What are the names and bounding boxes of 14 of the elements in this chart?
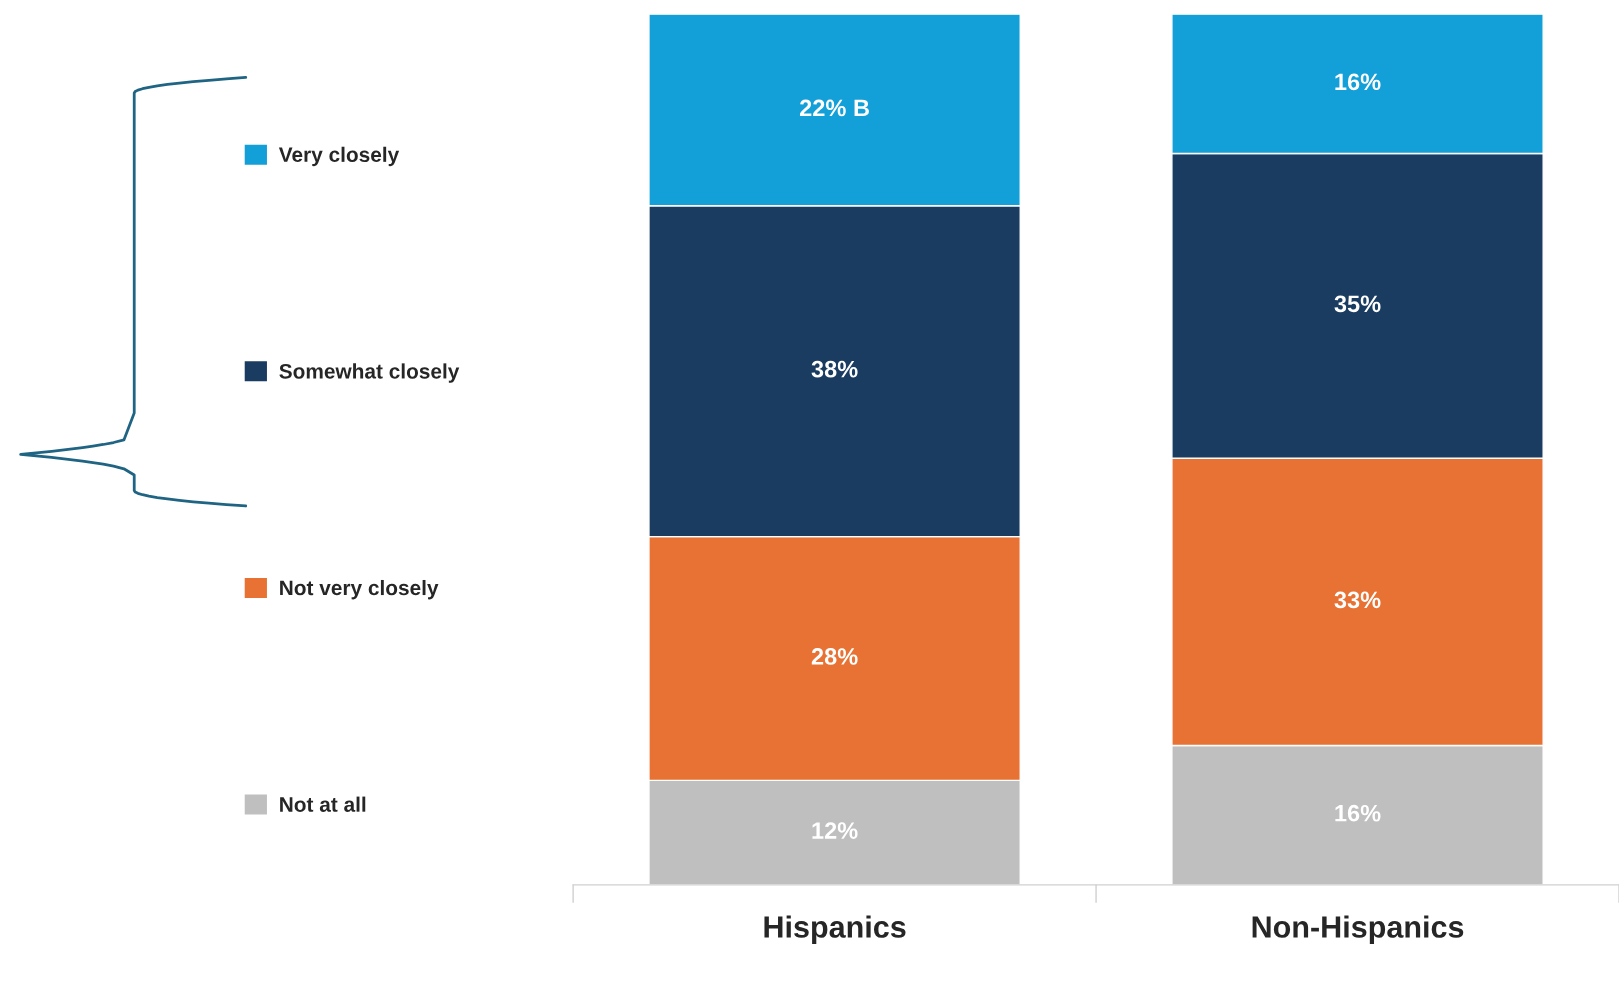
legend-label: Not very closely xyxy=(280,579,439,600)
data-label: 28% xyxy=(811,648,858,665)
legend-label: Not at all xyxy=(280,796,366,812)
data-label: 16% xyxy=(1335,73,1381,91)
data-label: 12% xyxy=(812,822,858,839)
data-label: 35% xyxy=(1334,295,1381,313)
data-label: 38% xyxy=(811,360,858,378)
data-label: 22% B xyxy=(799,99,869,117)
legend-label: Very closely xyxy=(278,146,400,167)
legend-label: Somewhat closely xyxy=(279,363,460,383)
x-tick-label: Hispanics xyxy=(764,915,906,944)
data-label: 16% xyxy=(1335,804,1381,822)
x-tick-label: Non-Hispanics xyxy=(1252,915,1464,944)
data-label: 33% xyxy=(1334,591,1381,609)
